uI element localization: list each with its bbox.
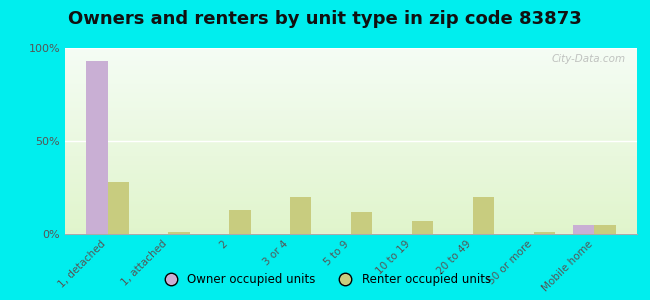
Bar [290,197,311,234]
Bar [108,182,129,234]
Bar [168,232,190,234]
Bar [412,221,433,234]
Text: City-Data.com: City-Data.com [551,54,625,64]
Bar [594,225,616,234]
Bar [86,61,108,234]
Text: Owners and renters by unit type in zip code 83873: Owners and renters by unit type in zip c… [68,11,582,28]
Bar [229,210,251,234]
Bar [351,212,372,234]
Bar [473,197,494,234]
Bar [534,232,555,234]
Legend: Owner occupied units, Renter occupied units: Owner occupied units, Renter occupied un… [154,269,496,291]
Bar [573,225,594,234]
